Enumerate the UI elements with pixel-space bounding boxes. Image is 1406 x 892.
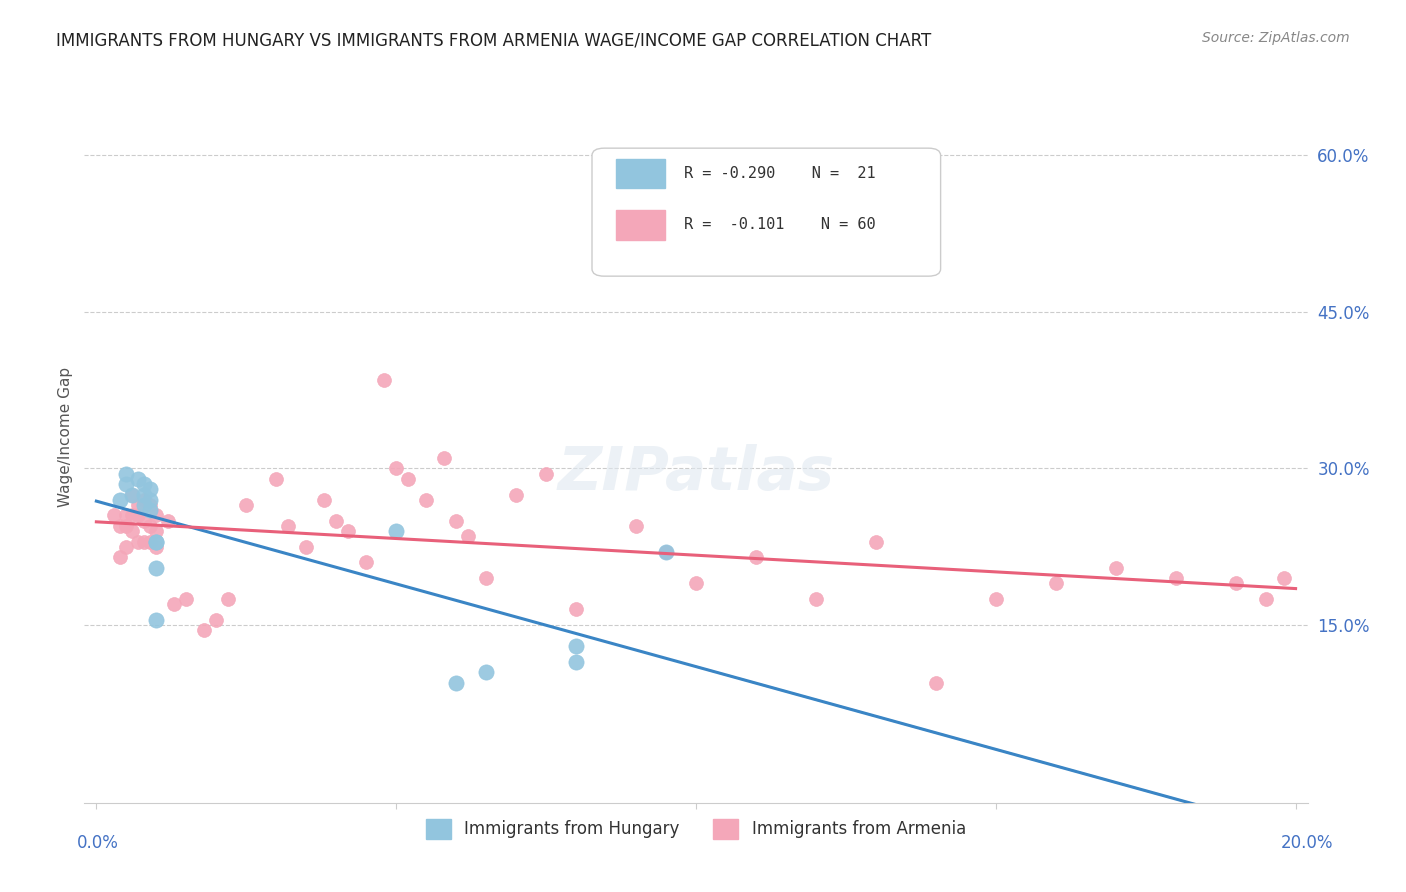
- Point: [565, 639, 588, 653]
- Point: [385, 461, 408, 475]
- Point: [1254, 592, 1277, 607]
- Text: Source: ZipAtlas.com: Source: ZipAtlas.com: [1202, 31, 1350, 45]
- Point: [115, 467, 138, 481]
- Point: [115, 519, 138, 533]
- Point: [127, 498, 149, 512]
- Point: [325, 514, 347, 528]
- Point: [121, 487, 143, 501]
- Point: [984, 592, 1007, 607]
- Point: [145, 508, 167, 523]
- Point: [444, 514, 467, 528]
- Point: [217, 592, 239, 607]
- Point: [295, 540, 318, 554]
- Text: 20.0%: 20.0%: [1281, 834, 1333, 852]
- Point: [139, 498, 162, 512]
- Bar: [616, 159, 665, 188]
- Point: [145, 534, 167, 549]
- Point: [103, 508, 125, 523]
- Point: [804, 592, 827, 607]
- Point: [396, 472, 419, 486]
- Point: [110, 492, 132, 507]
- Point: [1225, 576, 1247, 591]
- Point: [121, 524, 143, 538]
- Point: [1105, 560, 1128, 574]
- Point: [174, 592, 197, 607]
- Point: [145, 560, 167, 574]
- Point: [1045, 576, 1067, 591]
- Text: R = -0.290    N =  21: R = -0.290 N = 21: [683, 166, 876, 181]
- Point: [373, 373, 395, 387]
- Point: [193, 624, 215, 638]
- Point: [139, 534, 162, 549]
- Legend: Immigrants from Hungary, Immigrants from Armenia: Immigrants from Hungary, Immigrants from…: [419, 812, 973, 846]
- Point: [314, 492, 336, 507]
- Point: [505, 487, 527, 501]
- FancyBboxPatch shape: [592, 148, 941, 277]
- Point: [110, 519, 132, 533]
- Point: [134, 514, 156, 528]
- Point: [354, 556, 377, 570]
- Point: [444, 675, 467, 690]
- Text: R =  -0.101    N = 60: R = -0.101 N = 60: [683, 218, 876, 233]
- Point: [685, 576, 707, 591]
- Point: [145, 534, 167, 549]
- Point: [163, 597, 186, 611]
- Point: [110, 550, 132, 565]
- Point: [134, 498, 156, 512]
- Point: [139, 503, 162, 517]
- Point: [205, 613, 228, 627]
- Point: [264, 472, 287, 486]
- Point: [655, 545, 678, 559]
- Point: [139, 519, 162, 533]
- Point: [115, 540, 138, 554]
- Point: [127, 508, 149, 523]
- Point: [139, 492, 162, 507]
- Text: 0.0%: 0.0%: [77, 834, 120, 852]
- Point: [565, 655, 588, 669]
- Point: [127, 472, 149, 486]
- Point: [337, 524, 360, 538]
- Point: [745, 550, 768, 565]
- Point: [565, 602, 588, 616]
- Point: [145, 540, 167, 554]
- Point: [115, 508, 138, 523]
- Point: [433, 450, 456, 465]
- Point: [655, 545, 678, 559]
- Text: IMMIGRANTS FROM HUNGARY VS IMMIGRANTS FROM ARMENIA WAGE/INCOME GAP CORRELATION C: IMMIGRANTS FROM HUNGARY VS IMMIGRANTS FR…: [56, 31, 932, 49]
- Point: [1164, 571, 1187, 585]
- Point: [121, 487, 143, 501]
- Point: [134, 487, 156, 501]
- Point: [134, 492, 156, 507]
- Point: [624, 519, 647, 533]
- Point: [127, 534, 149, 549]
- Point: [134, 477, 156, 491]
- Bar: [616, 211, 665, 240]
- Point: [134, 534, 156, 549]
- Point: [415, 492, 437, 507]
- Point: [235, 498, 257, 512]
- Point: [277, 519, 299, 533]
- Point: [457, 529, 479, 543]
- Point: [115, 477, 138, 491]
- Point: [385, 524, 408, 538]
- Y-axis label: Wage/Income Gap: Wage/Income Gap: [58, 367, 73, 508]
- Point: [865, 534, 887, 549]
- Point: [157, 514, 180, 528]
- Point: [475, 665, 498, 680]
- Text: ZIPatlas: ZIPatlas: [557, 444, 835, 503]
- Point: [475, 571, 498, 585]
- Point: [145, 524, 167, 538]
- Point: [145, 613, 167, 627]
- Point: [121, 508, 143, 523]
- Point: [925, 675, 948, 690]
- Point: [1272, 571, 1295, 585]
- Point: [534, 467, 557, 481]
- Point: [139, 483, 162, 497]
